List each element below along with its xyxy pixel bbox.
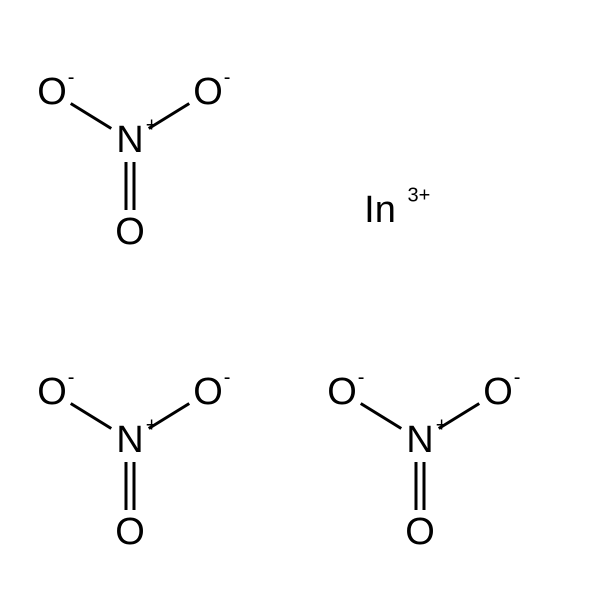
atom-o-left-0: O- bbox=[37, 67, 74, 113]
molecule-diagram: O-O-ON+O-O-ON+O-O-ON+In3+ bbox=[0, 0, 600, 600]
bond-n0-oleft bbox=[71, 104, 112, 129]
atom-n-1-label: N bbox=[116, 419, 143, 461]
atom-indium-charge: 3+ bbox=[408, 185, 431, 207]
bond-n1-oleft bbox=[71, 404, 112, 429]
atom-o-left-2-charge: - bbox=[358, 367, 365, 389]
atom-o-bottom-0: O bbox=[115, 211, 145, 253]
atom-n-0-charge: + bbox=[146, 115, 158, 137]
atom-o-bottom-1: O bbox=[115, 511, 145, 553]
atom-o-left-0-charge: - bbox=[68, 67, 75, 89]
atom-o-left-2-label: O bbox=[327, 371, 357, 413]
atom-o-bottom-1-label: O bbox=[115, 511, 145, 553]
atom-o-bottom-2-label: O bbox=[405, 511, 435, 553]
atom-o-right-1-label: O bbox=[193, 371, 223, 413]
atom-o-right-0-charge: - bbox=[224, 67, 231, 89]
atom-o-bottom-0-label: O bbox=[115, 211, 145, 253]
atom-n-0: N+ bbox=[116, 115, 157, 161]
atom-o-left-1-label: O bbox=[37, 371, 67, 413]
atom-n-1-charge: + bbox=[146, 415, 158, 437]
atom-o-left-0-label: O bbox=[37, 71, 67, 113]
atom-n-2-label: N bbox=[406, 419, 433, 461]
bond-n2-oleft bbox=[361, 404, 402, 429]
atom-o-left-1-charge: - bbox=[68, 367, 75, 389]
atom-indium: In 3+ bbox=[364, 185, 430, 231]
atom-o-right-1: O- bbox=[193, 367, 230, 413]
atom-o-right-2-charge: - bbox=[514, 367, 521, 389]
atom-o-right-2-label: O bbox=[483, 371, 513, 413]
atom-n-2-charge: + bbox=[436, 415, 448, 437]
atom-o-right-0: O- bbox=[193, 67, 230, 113]
atom-n-1: N+ bbox=[116, 415, 157, 461]
atom-o-right-1-charge: - bbox=[224, 367, 231, 389]
atom-n-0-label: N bbox=[116, 119, 143, 161]
atom-o-left-1: O- bbox=[37, 367, 74, 413]
atom-o-right-2: O- bbox=[483, 367, 520, 413]
atom-o-bottom-2: O bbox=[405, 511, 435, 553]
atom-o-right-0-label: O bbox=[193, 71, 223, 113]
atom-o-left-2: O- bbox=[327, 367, 364, 413]
atom-indium-label: In bbox=[364, 189, 396, 231]
atom-n-2: N+ bbox=[406, 415, 447, 461]
